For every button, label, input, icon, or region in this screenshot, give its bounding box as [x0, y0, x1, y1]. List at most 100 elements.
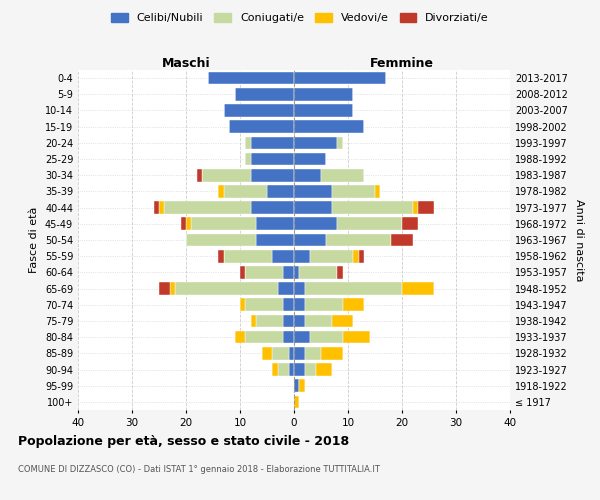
Bar [283, 314, 294, 328]
Bar [294, 266, 299, 278]
Text: COMUNE DI DIZZASCO (CO) - Dati ISTAT 1° gennaio 2018 - Elaborazione TUTTITALIA.I: COMUNE DI DIZZASCO (CO) - Dati ISTAT 1° … [18, 465, 380, 474]
Bar [262, 347, 272, 360]
Bar [251, 314, 256, 328]
Bar [402, 282, 434, 295]
Bar [305, 282, 402, 295]
Bar [294, 396, 299, 408]
Bar [321, 169, 364, 181]
Bar [299, 380, 305, 392]
Bar [294, 250, 310, 262]
Text: Femmine: Femmine [370, 57, 434, 70]
Bar [272, 363, 278, 376]
Bar [251, 202, 294, 214]
Bar [278, 282, 294, 295]
Bar [294, 331, 310, 344]
Bar [316, 363, 332, 376]
Bar [245, 152, 251, 166]
Bar [175, 282, 278, 295]
Bar [391, 234, 413, 246]
Bar [294, 363, 305, 376]
Bar [283, 298, 294, 311]
Bar [272, 347, 289, 360]
Bar [224, 104, 294, 117]
Bar [337, 266, 343, 278]
Bar [256, 234, 294, 246]
Bar [359, 250, 364, 262]
Bar [294, 380, 299, 392]
Bar [305, 363, 316, 376]
Bar [294, 314, 305, 328]
Bar [310, 331, 343, 344]
Bar [256, 314, 283, 328]
Bar [224, 250, 272, 262]
Bar [343, 298, 364, 311]
Bar [186, 218, 191, 230]
Bar [375, 185, 380, 198]
Bar [278, 363, 289, 376]
Bar [294, 347, 305, 360]
Bar [294, 282, 305, 295]
Bar [251, 152, 294, 166]
Bar [326, 234, 391, 246]
Bar [170, 282, 175, 295]
Bar [208, 72, 294, 85]
Bar [332, 202, 413, 214]
Bar [332, 314, 353, 328]
Bar [294, 88, 353, 101]
Bar [283, 266, 294, 278]
Bar [164, 202, 251, 214]
Bar [337, 136, 343, 149]
Bar [202, 169, 251, 181]
Bar [251, 169, 294, 181]
Bar [283, 331, 294, 344]
Bar [235, 88, 294, 101]
Bar [294, 185, 332, 198]
Bar [294, 120, 364, 133]
Bar [245, 266, 283, 278]
Bar [191, 218, 256, 230]
Bar [186, 234, 256, 246]
Bar [310, 250, 353, 262]
Bar [353, 250, 359, 262]
Bar [294, 234, 326, 246]
Bar [402, 218, 418, 230]
Bar [181, 218, 186, 230]
Bar [294, 72, 386, 85]
Bar [218, 250, 224, 262]
Bar [305, 314, 332, 328]
Bar [413, 202, 418, 214]
Bar [218, 185, 224, 198]
Bar [197, 169, 202, 181]
Y-axis label: Fasce di età: Fasce di età [29, 207, 39, 273]
Text: Popolazione per età, sesso e stato civile - 2018: Popolazione per età, sesso e stato civil… [18, 435, 349, 448]
Y-axis label: Anni di nascita: Anni di nascita [574, 198, 584, 281]
Bar [245, 298, 283, 311]
Bar [332, 185, 375, 198]
Bar [240, 266, 245, 278]
Legend: Celibi/Nubili, Coniugati/e, Vedovi/e, Divorziati/e: Celibi/Nubili, Coniugati/e, Vedovi/e, Di… [107, 8, 493, 28]
Bar [299, 266, 337, 278]
Bar [294, 218, 337, 230]
Bar [159, 282, 170, 295]
Bar [224, 185, 267, 198]
Bar [272, 250, 294, 262]
Bar [321, 347, 343, 360]
Bar [294, 152, 326, 166]
Bar [294, 104, 353, 117]
Bar [305, 298, 343, 311]
Bar [154, 202, 159, 214]
Bar [294, 202, 332, 214]
Bar [251, 136, 294, 149]
Bar [229, 120, 294, 133]
Bar [294, 298, 305, 311]
Bar [337, 218, 402, 230]
Text: Maschi: Maschi [161, 57, 211, 70]
Bar [267, 185, 294, 198]
Bar [235, 331, 245, 344]
Bar [289, 363, 294, 376]
Bar [343, 331, 370, 344]
Bar [305, 347, 321, 360]
Bar [418, 202, 434, 214]
Bar [289, 347, 294, 360]
Bar [294, 169, 321, 181]
